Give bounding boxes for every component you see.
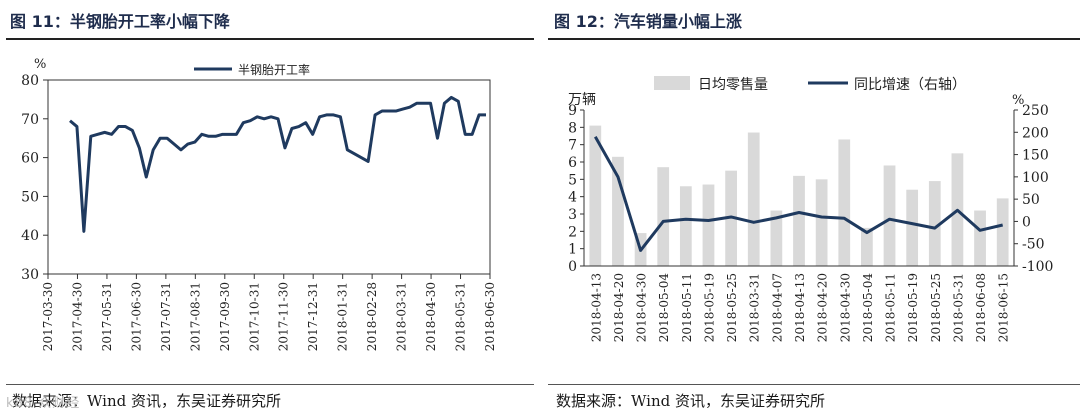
right-x-tick-label: 2018-06-08: [974, 273, 988, 342]
right-bar: [679, 186, 692, 266]
left-y-unit: %: [34, 57, 46, 72]
right-x-tick-label: 2018-04-13: [589, 273, 603, 342]
right-y-tick-label: 8: [568, 120, 577, 136]
right-y2-unit: %: [1012, 93, 1024, 108]
right-y2-tick-label: 150: [1022, 148, 1049, 164]
left-x-tick-label: 2017-07-31: [159, 282, 173, 351]
right-x-tick-label: 2018-05-19: [702, 273, 716, 342]
left-legend-label: 半钢胎开工率: [238, 62, 310, 77]
right-x-tick-label: 2018-04-07: [770, 273, 784, 342]
left-bottom-rule: [6, 384, 534, 385]
right-y2-tick-label: 200: [1022, 125, 1049, 141]
right-x-tick-label: 2018-05-11: [884, 273, 898, 342]
right-x-tick-label: 2018-04-20: [816, 273, 830, 342]
right-y-tick-label: 1: [568, 242, 577, 258]
left-x-tick-label: 2017-03-30: [41, 282, 55, 351]
left-x-tick-label: 2017-04-30: [70, 282, 84, 351]
right-y2-tick-label: -100: [1022, 259, 1053, 275]
right-figure-title: 图 12：汽车销量小幅上涨: [554, 12, 742, 31]
right-bar: [612, 156, 624, 266]
right-y-unit: 万辆: [568, 92, 596, 108]
left-y-tick-label: 60: [21, 151, 39, 167]
left-y-tick-label: 50: [21, 189, 39, 205]
right-source-note: 数据来源：Wind 资讯，东吴证券研究所: [556, 392, 825, 410]
right-y2-tick-label: -50: [1022, 237, 1045, 253]
right-y2-tick-label: 50: [1022, 192, 1040, 208]
left-plot-frame: [47, 79, 491, 275]
left-series-line: [69, 95, 486, 233]
right-y-tick-label: 3: [568, 207, 577, 223]
right-bar: [657, 167, 670, 266]
left-title-rule: [6, 38, 534, 40]
right-title-rule: [548, 38, 1080, 40]
right-figure-panel: 图 12：汽车销量小幅上涨 万辆% 0 1 2 3 4 5 6 7 8 9 -100 -50 0 50 100…: [548, 0, 1080, 419]
right-bar: [906, 189, 919, 266]
right-legend-bar-swatch: [654, 76, 690, 90]
right-legend-line-label: 同比增速（右轴）: [854, 77, 966, 93]
right-bar: [747, 132, 760, 266]
left-x-tick-label: 2018-06-30: [483, 282, 497, 351]
right-x-tick-label: 2018-05-25: [929, 273, 943, 342]
right-x-tick-label: 2018-04-13: [793, 273, 807, 342]
left-x-tick-label: 2017-11-30: [277, 282, 291, 351]
right-x-tick-label: 2018-04-30: [838, 273, 852, 342]
left-figure-title: 图 11：半钢胎开工率小幅下降: [10, 12, 230, 31]
left-x-tick-label: 2017-12-31: [306, 282, 320, 351]
right-bar: [815, 179, 828, 266]
right-bar: [838, 139, 851, 266]
right-y-tick-label: 4: [568, 190, 577, 206]
right-bar: [702, 184, 715, 266]
right-legend-bar-label: 日均零售量: [698, 77, 768, 93]
left-x-tick-label: 2018-02-28: [365, 282, 379, 351]
left-y-tick-label: 40: [21, 228, 39, 244]
right-y-tick-label: 9: [568, 103, 577, 119]
right-bar: [974, 210, 986, 266]
right-y2-tick-label: 0: [1022, 214, 1031, 230]
watermark-logo: k88 众财经: [6, 396, 81, 411]
right-x-tick-label: 2018-05-04: [657, 273, 671, 343]
right-y-tick-label: 6: [568, 155, 577, 171]
right-x-tick-label: 2018-04-30: [635, 273, 649, 342]
left-y-tick-label: 30: [21, 267, 39, 283]
left-y-tick-label: 70: [21, 112, 39, 128]
right-bar: [770, 210, 783, 266]
right-y-tick-label: 2: [568, 224, 577, 240]
right-bar: [589, 125, 602, 266]
left-figure-panel: 图 11：半钢胎开工率小幅下降 % 30 40 50 60 70 80 2017-03-30 2…: [6, 12, 534, 410]
left-x-tick-label: 2018-01-31: [336, 282, 350, 351]
right-x-tick-label: 2018-05-11: [680, 273, 694, 342]
left-x-tick-label: 2017-10-31: [247, 282, 261, 351]
right-x-tick-label: 2018-05-19: [906, 273, 920, 342]
left-x-tick-label: 2017-05-31: [100, 282, 114, 351]
left-x-tick-label: 2018-03-31: [395, 282, 409, 351]
left-x-tick-label: 2017-09-30: [218, 282, 232, 351]
left-x-tick-label: 2017-06-30: [129, 282, 143, 351]
right-x-tick-label: 2018-04-20: [612, 273, 626, 342]
right-x-tick-label: 2018-05-04: [861, 273, 875, 343]
left-source-note: 数据来源：Wind 资讯，东吴证券研究所: [12, 392, 281, 410]
right-x-tick-label: 2018-03-31: [748, 273, 762, 342]
right-y-tick-label: 0: [568, 259, 577, 275]
right-bar: [928, 181, 941, 266]
right-y-tick-label: 5: [568, 172, 577, 188]
left-x-tick-label: 2017-08-31: [188, 282, 202, 351]
right-x-tick-label: 2018-05-25: [725, 273, 739, 342]
left-x-tick-label: 2018-04-30: [424, 282, 438, 351]
right-bar: [861, 227, 873, 266]
right-x-tick-label: 2018-05-31: [951, 273, 965, 342]
right-bar: [793, 175, 805, 266]
right-growth-line: [594, 136, 1004, 252]
right-bar: [996, 198, 1009, 266]
left-x-tick-label: 2018-05-31: [454, 282, 468, 351]
left-line-chart: % 30 40 50 60 70 80 2017-03-30 2017-04-30 2017-05…: [21, 57, 497, 351]
right-y2-tick-label: 100: [1022, 170, 1049, 186]
right-y2-tick-label: 250: [1022, 103, 1049, 119]
right-bar: [883, 165, 896, 266]
right-y-tick-label: 7: [568, 138, 577, 154]
right-combo-chart: 万辆 %0123456789-100-500501001502002502018-…: [568, 76, 1053, 343]
left-y-tick-label: 80: [21, 73, 39, 89]
right-x-tick-label: 2018-06-15: [997, 273, 1011, 342]
right-bottom-rule: [548, 384, 1080, 385]
